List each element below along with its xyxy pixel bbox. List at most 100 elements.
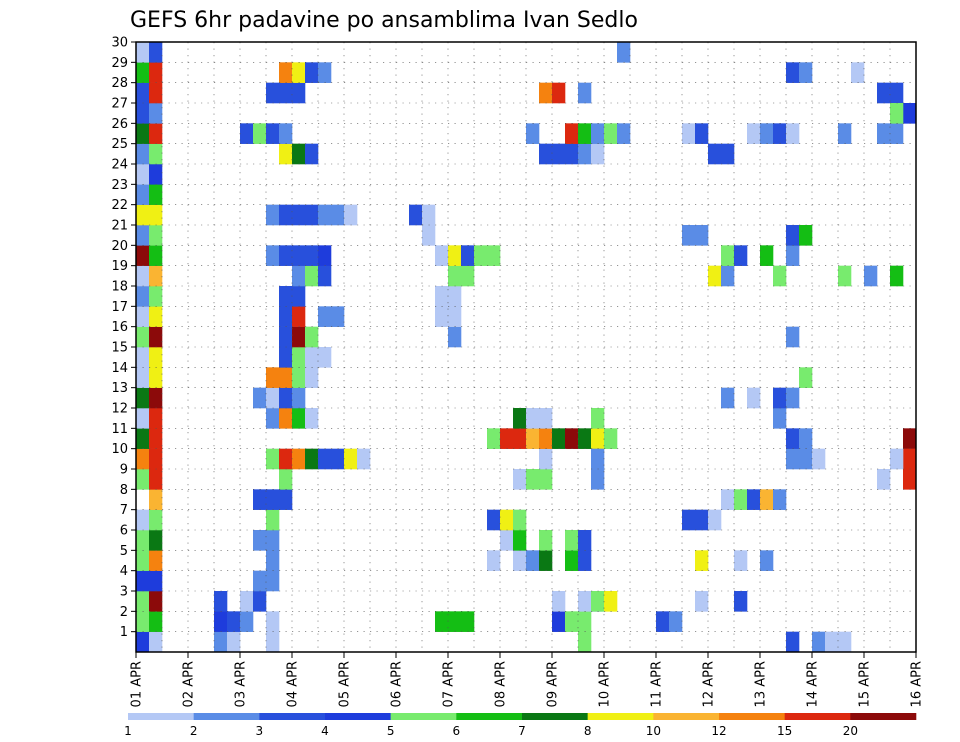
- heatmap-cell: [734, 550, 748, 571]
- y-tick-label: 30: [111, 36, 128, 51]
- heatmap-cell: [760, 550, 774, 571]
- heatmap-cell: [305, 326, 319, 348]
- heatmap-cell: [890, 123, 904, 144]
- legend-label: 7: [518, 724, 526, 738]
- heatmap-cell: [149, 591, 163, 612]
- heatmap-cell: [552, 143, 566, 165]
- heatmap-cell: [760, 245, 774, 266]
- heatmap-cell: [552, 591, 566, 612]
- heatmap-cell: [227, 611, 241, 632]
- heatmap-cell: [604, 591, 618, 612]
- heatmap-cell: [136, 82, 150, 104]
- heatmap-cell: [136, 408, 150, 429]
- x-tick-label: 02 APR: [182, 661, 197, 707]
- heatmap-cell: [266, 82, 280, 104]
- y-tick-label: 24: [111, 158, 128, 173]
- heatmap-cell: [812, 448, 826, 470]
- heatmap-cell: [305, 347, 319, 368]
- heatmap-cell: [682, 123, 696, 144]
- heatmap-cell: [136, 611, 150, 632]
- legend-label: 8: [584, 724, 592, 738]
- heatmap-cell: [331, 448, 345, 470]
- heatmap-cell: [890, 103, 904, 124]
- heatmap-cell: [500, 509, 514, 531]
- heatmap-cell: [565, 611, 579, 632]
- heatmap-cell: [526, 469, 540, 490]
- heatmap-cell: [136, 591, 150, 612]
- heatmap-cell: [136, 367, 150, 388]
- heatmap-cell: [565, 550, 579, 571]
- y-tick-label: 9: [120, 463, 128, 478]
- y-tick-label: 28: [111, 76, 128, 91]
- heatmap-cell: [565, 123, 579, 144]
- heatmap-cell: [838, 265, 852, 287]
- heatmap-cell: [149, 245, 163, 266]
- x-tick-label: 07 APR: [442, 661, 457, 707]
- heatmap-cell: [305, 448, 319, 470]
- heatmap-cell: [773, 123, 787, 144]
- heatmap-cell: [305, 62, 319, 83]
- heatmap-cell: [890, 265, 904, 287]
- y-tick-label: 21: [111, 219, 128, 234]
- heatmap-cell: [331, 306, 345, 327]
- heatmap-cell: [617, 42, 631, 63]
- heatmap-cell: [487, 509, 501, 531]
- heatmap-cell: [591, 448, 605, 470]
- heatmap-cell: [279, 143, 293, 165]
- y-tick-label: 26: [111, 117, 128, 132]
- heatmap-cell: [513, 509, 527, 531]
- heatmap-cell: [344, 204, 358, 226]
- y-tick-label: 5: [120, 544, 128, 559]
- heatmap-cell: [149, 123, 163, 144]
- heatmap-cell: [851, 62, 865, 83]
- heatmap-cell: [149, 326, 163, 348]
- y-tick-label: 11: [111, 422, 128, 437]
- heatmap-cell: [149, 184, 163, 205]
- x-tick-label: 06 APR: [390, 661, 405, 707]
- x-tick-label: 12 APR: [702, 661, 717, 707]
- heatmap-cell: [539, 550, 553, 571]
- heatmap-cell: [318, 347, 332, 368]
- heatmap-cell: [409, 204, 423, 226]
- y-tick-label: 13: [111, 381, 128, 396]
- heatmap-cell: [500, 530, 514, 551]
- heatmap-cell: [344, 448, 358, 470]
- y-tick-label: 17: [111, 300, 128, 315]
- heatmap-cell: [279, 245, 293, 266]
- legend-label: 20: [843, 724, 858, 738]
- heatmap-cell: [552, 611, 566, 632]
- x-tick-label: 16 APR: [910, 661, 925, 707]
- heatmap-cell: [279, 82, 293, 104]
- heatmap-cell: [253, 489, 267, 510]
- y-tick-label: 18: [111, 280, 128, 295]
- legend-swatch: [784, 713, 851, 720]
- heatmap-cell: [318, 245, 332, 266]
- heatmap-cell: [253, 123, 267, 144]
- heatmap-cell: [331, 204, 345, 226]
- x-tick-label: 08 APR: [494, 661, 509, 707]
- heatmap-cell: [292, 408, 306, 429]
- heatmap-cell: [604, 123, 618, 144]
- heatmap-cell: [149, 428, 163, 449]
- heatmap-cell: [747, 489, 761, 510]
- heatmap-cell: [578, 631, 592, 653]
- heatmap-cell: [721, 245, 735, 266]
- legend-label: 6: [453, 724, 461, 738]
- y-tick-label: 25: [111, 137, 128, 152]
- heatmap-cell: [526, 123, 540, 144]
- heatmap-cell: [266, 408, 280, 429]
- heatmap-cell: [864, 265, 878, 287]
- heatmap-cell: [526, 550, 540, 571]
- heatmap-cell: [279, 387, 293, 409]
- heatmap-cell: [695, 225, 709, 246]
- legend-label: 1: [124, 724, 132, 738]
- heatmap-cell: [435, 306, 449, 327]
- heatmap-cell: [136, 469, 150, 490]
- heatmap-cell: [461, 245, 475, 266]
- y-tick-label: 27: [111, 97, 128, 112]
- heatmap-cell: [136, 550, 150, 571]
- x-tick-label: 15 APR: [858, 661, 873, 707]
- heatmap-cell: [448, 611, 462, 632]
- heatmap-cell: [266, 448, 280, 470]
- legend-swatch: [128, 713, 194, 720]
